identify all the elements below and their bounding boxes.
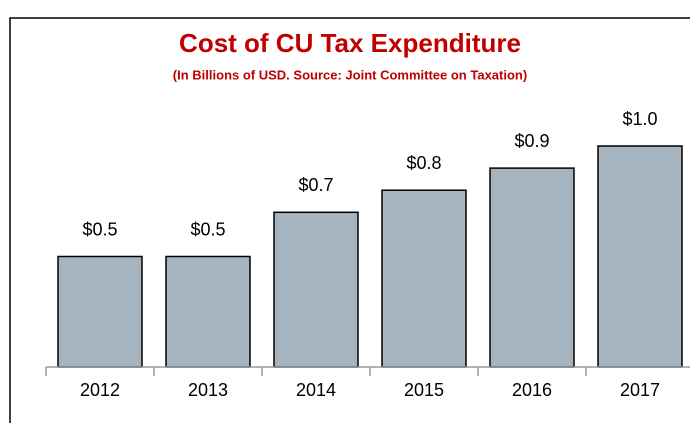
bar <box>597 145 683 368</box>
x-tick-label: 2012 <box>80 380 120 400</box>
data-label: $0.5 <box>190 219 225 239</box>
x-tick-label: 2015 <box>404 380 444 400</box>
bar <box>57 255 143 368</box>
chart-title: Cost of CU Tax Expenditure <box>179 28 521 58</box>
bar <box>381 189 467 368</box>
data-label: $0.9 <box>514 131 549 151</box>
bar <box>165 255 251 368</box>
bar <box>489 167 575 368</box>
x-tick-label: 2014 <box>296 380 336 400</box>
data-label: $0.5 <box>82 219 117 239</box>
x-tick-label: 2013 <box>188 380 228 400</box>
chart-subtitle: (In Billions of USD. Source: Joint Commi… <box>173 67 527 82</box>
x-tick-label: 2017 <box>620 380 660 400</box>
bar <box>273 211 359 368</box>
data-label: $1.0 <box>622 109 657 129</box>
data-label: $0.7 <box>298 175 333 195</box>
data-label: $0.8 <box>406 153 441 173</box>
x-tick-label: 2016 <box>512 380 552 400</box>
